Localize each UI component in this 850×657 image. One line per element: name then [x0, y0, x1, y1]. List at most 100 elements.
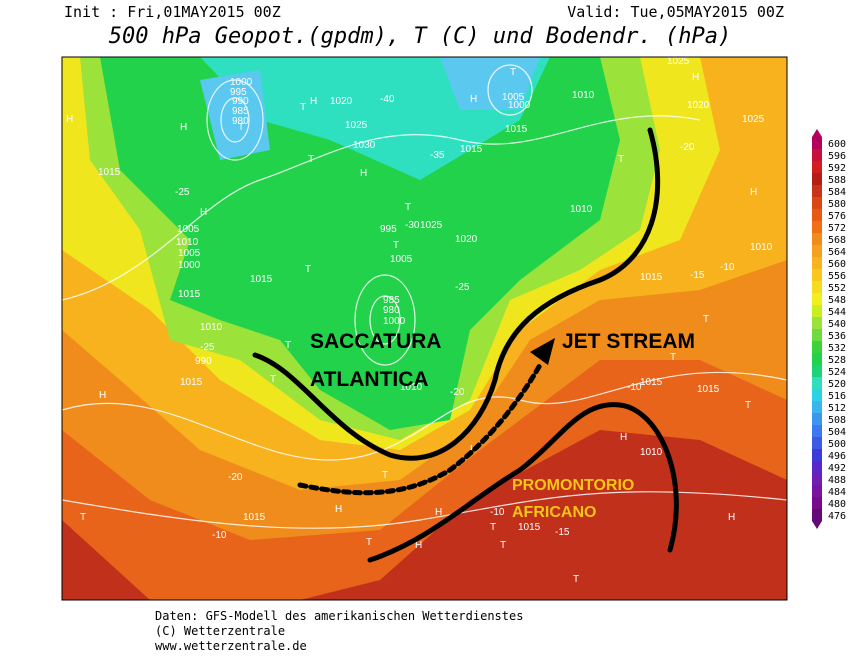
- map-label: T: [238, 122, 244, 133]
- map-label: T: [703, 314, 709, 325]
- map-label: 1000: [383, 316, 406, 327]
- map-label: -10: [627, 382, 642, 393]
- colorbar-swatch: [812, 269, 822, 281]
- map-label: H: [180, 122, 187, 133]
- colorbar-label: 572: [828, 223, 846, 234]
- field: [440, 57, 540, 110]
- map-label: 995: [380, 224, 397, 235]
- map-label: 1010: [570, 204, 593, 215]
- map-label: T: [285, 340, 291, 351]
- colorbar-swatch: [812, 461, 822, 473]
- map-label: -25: [175, 187, 190, 198]
- colorbar-label: 548: [828, 295, 846, 306]
- colorbar-cap: [812, 129, 822, 137]
- colorbar-swatch: [812, 329, 822, 341]
- map-label: 1000: [178, 260, 201, 271]
- map-label: -30: [405, 220, 420, 231]
- colorbar-swatch: [812, 449, 822, 461]
- colorbar-swatch: [812, 377, 822, 389]
- colorbar-label: 568: [828, 235, 846, 246]
- map-label: 1010: [750, 242, 773, 253]
- jet-arrow: [297, 362, 543, 496]
- map-label: 980: [232, 116, 249, 127]
- colorbar-swatch: [812, 257, 822, 269]
- map-label: -10: [490, 507, 505, 518]
- map-label: 1020: [687, 100, 710, 111]
- map-label: 1015: [518, 522, 541, 533]
- map-label: H: [66, 114, 73, 125]
- map-label: 1010: [400, 382, 423, 393]
- map-label: -10: [720, 262, 735, 273]
- map-label: 1005: [502, 92, 525, 103]
- map-label: 1015: [250, 274, 273, 285]
- isobar: [62, 371, 787, 461]
- colorbar-label: 496: [828, 451, 846, 462]
- trough-line: [252, 127, 661, 461]
- map-label: 1005: [178, 248, 201, 259]
- colorbar-label: 500: [828, 439, 846, 450]
- map-label: 1025: [345, 120, 368, 131]
- map-label: H: [99, 390, 106, 401]
- map-label: 1000: [508, 100, 531, 111]
- colorbar-label: 476: [828, 511, 846, 522]
- map-label: 980: [383, 305, 400, 316]
- colorbar-swatch: [812, 425, 822, 437]
- colorbar-label: 528: [828, 355, 846, 366]
- map-label: 1025: [420, 220, 443, 231]
- map-label: T: [80, 512, 86, 523]
- map-label: T: [500, 540, 506, 551]
- map-label: H: [335, 504, 342, 515]
- map-label: H: [310, 96, 317, 107]
- colorbar-label: 584: [828, 187, 846, 198]
- colorbar-swatch: [812, 437, 822, 449]
- map-label: 1005: [390, 254, 413, 265]
- map-frame: [61, 56, 788, 601]
- map-label: 1010: [572, 90, 595, 101]
- colorbar-swatch: [812, 401, 822, 413]
- map-label: H: [470, 94, 477, 105]
- map-label: 1015: [505, 124, 528, 135]
- map-label: -35: [430, 150, 445, 161]
- colorbar-label: 484: [828, 487, 846, 498]
- colorbar-label: 556: [828, 271, 846, 282]
- map-label: -25: [455, 282, 470, 293]
- map-label: 990: [232, 96, 249, 107]
- init-time: Init : Fri,01MAY2015 00Z: [64, 3, 281, 21]
- map-label: -15: [555, 527, 570, 538]
- analysis-lines: [252, 127, 679, 563]
- colorbar-label: 480: [828, 499, 846, 510]
- colorbar-swatch: [812, 185, 822, 197]
- isobar: [62, 491, 787, 529]
- map-label: T: [745, 400, 751, 411]
- map-label: 1025: [667, 56, 690, 67]
- colorbar-label: 592: [828, 163, 846, 174]
- isobar: [206, 79, 264, 161]
- colorbar-swatch: [812, 473, 822, 485]
- isobar: [487, 64, 533, 116]
- colorbar-cap: [812, 521, 822, 529]
- map-label: T: [393, 240, 399, 251]
- colorbar: 6005965925885845805765725685645605565525…: [812, 129, 846, 529]
- colorbar-label: 504: [828, 427, 846, 438]
- ridge-line: [367, 402, 679, 563]
- colorbar-label: 560: [828, 259, 846, 270]
- map-label: 1015: [180, 377, 203, 388]
- colorbar-label: 588: [828, 175, 846, 186]
- colorbar-label: 564: [828, 247, 846, 258]
- colorbar-swatch: [812, 389, 822, 401]
- colorbar-swatch: [812, 509, 822, 521]
- map-label: H: [360, 168, 367, 179]
- colorbar-swatch: [812, 497, 822, 509]
- map-label: 1015: [697, 384, 720, 395]
- colorbar-label: 600: [828, 139, 846, 150]
- annotation: PROMONTORIO: [512, 477, 634, 494]
- colorbar-swatch: [812, 161, 822, 173]
- map-label: T: [366, 537, 372, 548]
- map-title: 500 hPa Geopot.(gpdm), T (C) und Bodendr…: [109, 24, 732, 49]
- map-label: 1015: [98, 167, 121, 178]
- map-label: 1000: [230, 77, 253, 88]
